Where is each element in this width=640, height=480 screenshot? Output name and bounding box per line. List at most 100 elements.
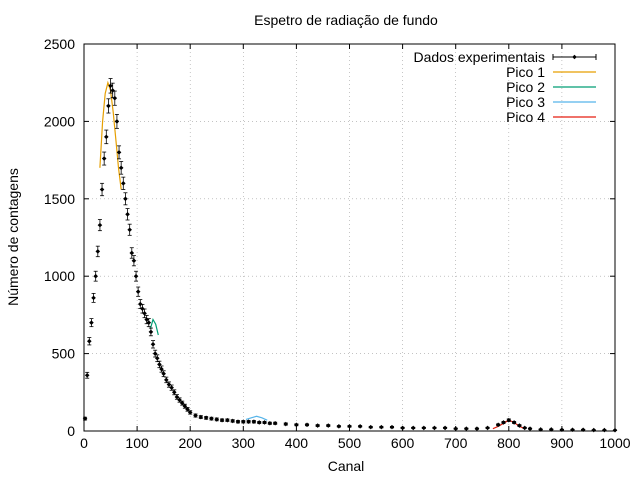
x-tick-label: 1000 xyxy=(599,435,630,451)
point-marker xyxy=(379,424,384,430)
data-point xyxy=(135,286,141,297)
point-marker xyxy=(146,320,152,325)
data-point xyxy=(219,417,225,423)
data-point xyxy=(159,365,164,373)
data-point xyxy=(272,420,278,426)
point-marker xyxy=(230,418,235,424)
point-marker xyxy=(161,371,166,377)
point-marker xyxy=(559,427,565,433)
point-marker xyxy=(179,400,185,406)
point-marker xyxy=(171,390,177,395)
data-point xyxy=(150,340,156,349)
data-point xyxy=(118,161,124,175)
point-marker xyxy=(129,250,135,256)
point-marker xyxy=(294,422,299,428)
point-marker xyxy=(116,150,122,155)
legend-label: Pico 1 xyxy=(506,64,545,80)
point-marker xyxy=(84,372,90,378)
data-point xyxy=(474,426,480,431)
data-point xyxy=(171,389,177,396)
data-point xyxy=(99,182,105,197)
y-tick-label: 2500 xyxy=(44,36,75,52)
data-point xyxy=(262,420,267,425)
x-tick-label: 800 xyxy=(497,435,521,451)
data-point xyxy=(187,410,193,415)
y-axis-label: Número de contagens xyxy=(5,168,21,306)
data-point xyxy=(251,419,257,425)
data-point xyxy=(123,192,128,206)
x-tick-label: 200 xyxy=(179,435,203,451)
point-marker xyxy=(602,427,607,433)
point-marker xyxy=(127,227,132,233)
data-point xyxy=(580,427,586,433)
point-marker xyxy=(517,423,522,428)
legend-label: Dados experimentais xyxy=(413,49,545,65)
data-point xyxy=(84,371,90,379)
data-point xyxy=(116,145,122,160)
point-marker xyxy=(203,415,209,421)
data-point xyxy=(538,427,543,432)
point-marker xyxy=(453,426,458,431)
point-marker xyxy=(591,427,597,433)
point-marker xyxy=(283,421,289,427)
data-point xyxy=(131,255,137,267)
point-marker xyxy=(154,355,160,361)
point-marker xyxy=(336,424,342,429)
data-point xyxy=(495,422,501,428)
data-point xyxy=(203,415,209,421)
point-marker xyxy=(410,425,416,431)
data-point xyxy=(294,422,299,428)
data-point xyxy=(133,270,139,282)
point-marker xyxy=(256,420,262,425)
data-point xyxy=(89,318,94,328)
data-point xyxy=(389,424,395,430)
data-point xyxy=(246,419,251,425)
point-marker xyxy=(118,165,124,171)
data-point xyxy=(112,90,118,106)
point-marker xyxy=(91,295,96,301)
point-marker xyxy=(225,417,230,423)
point-marker xyxy=(506,417,512,423)
data-point xyxy=(283,421,289,427)
data-point xyxy=(182,403,188,409)
grid xyxy=(84,44,615,431)
point-marker xyxy=(112,95,118,101)
data-point xyxy=(511,420,517,425)
point-marker xyxy=(570,427,575,433)
point-marker xyxy=(246,419,251,425)
point-marker xyxy=(125,211,130,217)
data-point xyxy=(522,425,528,431)
point-marker xyxy=(135,289,141,294)
data-point xyxy=(164,376,169,384)
point-marker xyxy=(148,329,154,335)
y-tick-label: 2000 xyxy=(44,113,75,129)
point-marker xyxy=(214,417,220,422)
data-point xyxy=(464,426,469,431)
data-point xyxy=(612,427,618,433)
point-marker xyxy=(612,427,618,433)
point-marker xyxy=(304,422,310,428)
data-point xyxy=(82,416,88,421)
data-point xyxy=(179,400,185,406)
point-marker xyxy=(219,417,225,423)
x-tick-label: 0 xyxy=(80,435,88,451)
point-marker xyxy=(474,426,480,431)
x-tick-label: 100 xyxy=(125,435,149,451)
data-point xyxy=(101,151,107,166)
data-point xyxy=(336,424,342,429)
point-marker xyxy=(174,394,180,400)
data-point xyxy=(177,397,182,403)
point-marker xyxy=(485,425,490,431)
data-point xyxy=(501,420,506,425)
point-marker xyxy=(495,422,501,428)
point-marker xyxy=(538,427,543,432)
data-point xyxy=(198,414,204,420)
legend-label: Pico 2 xyxy=(506,79,545,95)
data-points xyxy=(82,78,618,433)
point-marker xyxy=(315,423,320,428)
point-marker xyxy=(421,425,427,431)
point-marker xyxy=(251,419,257,425)
point-marker xyxy=(142,311,147,316)
point-marker xyxy=(106,103,111,109)
